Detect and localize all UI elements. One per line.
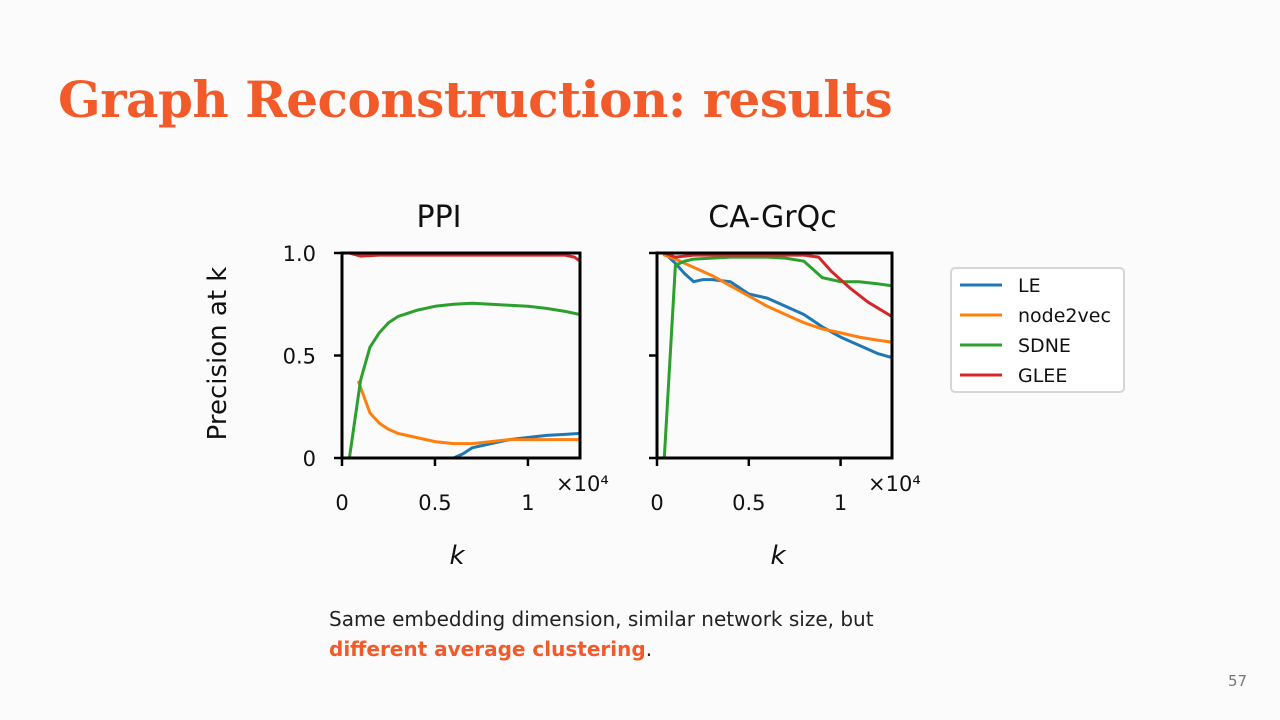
- y-axis-label: Precision at k: [203, 267, 233, 441]
- x-tick-label: 1: [834, 491, 847, 515]
- x-tick-label: 1: [521, 491, 534, 515]
- series-line-glee: [347, 251, 580, 263]
- x-axis-label: k: [770, 541, 786, 571]
- axes-frame: [655, 251, 894, 460]
- x-multiplier-label: ×10⁴: [868, 472, 921, 496]
- x-tick-label: 0.5: [732, 491, 765, 515]
- y-tick-label: 0.5: [283, 345, 316, 369]
- chart-area: 0 0.5 1 0 0.5 1.0 ×10⁴ PPI k Precision at k 0 0.5 1 ×…: [203, 200, 1125, 571]
- caption-highlight: different average clustering: [329, 637, 646, 661]
- legend-label-node2vec: node2vec: [1018, 305, 1111, 327]
- series-line-node2vec: [662, 253, 892, 344]
- legend-label-glee: GLEE: [1018, 365, 1067, 387]
- x-tick-label: 0.5: [418, 491, 451, 515]
- x-tick-label: 0: [650, 491, 663, 515]
- series-line-le: [662, 251, 892, 360]
- chart-title: CA-GrQc: [708, 200, 836, 235]
- x-tick-label: 0: [335, 491, 348, 515]
- slide-title: Graph Reconstruction: results: [58, 70, 893, 129]
- series-line-sdne: [662, 255, 892, 460]
- series-line-sdne: [347, 301, 580, 460]
- y-tick-label: 0: [303, 447, 316, 471]
- legend-box: [950, 267, 1125, 393]
- series-line-node2vec: [357, 380, 580, 446]
- slide-caption: Same embedding dimension, similar networ…: [329, 604, 874, 664]
- chart-panel-2: 0 0.5 1 ×10⁴ CA-GrQc k: [649, 200, 921, 571]
- caption-period: .: [645, 637, 653, 661]
- caption-text: Same embedding dimension, similar networ…: [329, 607, 874, 631]
- page-number: 57: [1228, 672, 1248, 690]
- x-multiplier-label: ×10⁴: [556, 472, 609, 496]
- series-line-le: [347, 431, 580, 460]
- x-axis-label: k: [449, 541, 465, 571]
- y-tick-label: 1.0: [283, 242, 316, 266]
- chart-title: PPI: [416, 200, 461, 235]
- axes-frame: [340, 251, 582, 460]
- series-line-glee: [662, 251, 892, 319]
- legend-label-le: LE: [1018, 275, 1041, 297]
- chart-legend: LE node2vec SDNE GLEE: [950, 267, 1125, 393]
- legend-label-sdne: SDNE: [1018, 335, 1071, 357]
- chart-panel-1: 0 0.5 1 0 0.5 1.0 ×10⁴ PPI k Precision at k: [203, 200, 609, 571]
